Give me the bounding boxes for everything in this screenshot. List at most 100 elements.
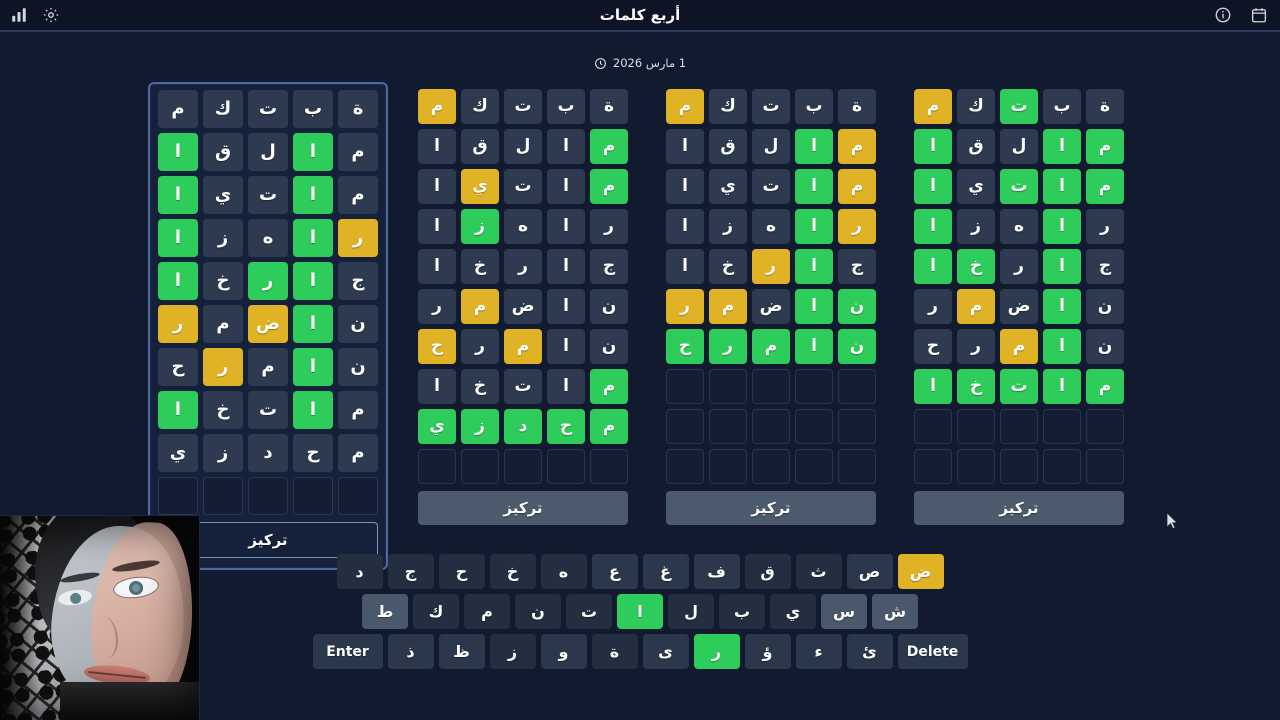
focus-button[interactable]: تركيز (418, 491, 628, 525)
grid-row (666, 449, 876, 484)
key-letter[interactable]: ث (795, 554, 842, 589)
key-letter[interactable]: ع (591, 554, 638, 589)
key-letter[interactable]: و (540, 634, 587, 669)
letter-tile: خ (957, 249, 995, 284)
grid-row (418, 449, 628, 484)
focus-button[interactable]: تركيز (914, 491, 1124, 525)
grid-row (666, 409, 876, 444)
key-letter[interactable]: ط (362, 594, 408, 629)
key-letter[interactable]: ت (566, 594, 612, 629)
letter-tile: ا (914, 249, 952, 284)
letter-tile: ب (1043, 89, 1081, 124)
letter-tile (838, 409, 876, 444)
key-letter[interactable]: ز (489, 634, 536, 669)
header-right-icons (1214, 6, 1268, 24)
letter-tile: ز (203, 434, 243, 472)
key-letter[interactable]: ظ (438, 634, 485, 669)
letter-tile: ه (1000, 209, 1038, 244)
key-letter[interactable]: ب (719, 594, 765, 629)
letter-tile: ر (338, 219, 378, 257)
key-letter[interactable]: س (821, 594, 867, 629)
key-letter[interactable]: ى (642, 634, 689, 669)
mouse-cursor (1166, 512, 1178, 530)
calendar-icon[interactable] (1250, 6, 1268, 24)
key-enter[interactable]: Enter (312, 634, 383, 669)
key-letter[interactable]: ه (540, 554, 587, 589)
key-letter[interactable]: ؤ (744, 634, 791, 669)
key-letter[interactable]: ة (591, 634, 638, 669)
letter-tile (914, 449, 952, 484)
header-left-icons (10, 6, 60, 24)
grid-row (666, 369, 876, 404)
key-letter[interactable]: ي (770, 594, 816, 629)
letter-tile: ة (838, 89, 876, 124)
key-letter[interactable]: ق (744, 554, 791, 589)
key-letter[interactable]: ك (413, 594, 459, 629)
key-letter[interactable]: غ (642, 554, 689, 589)
stats-icon[interactable] (10, 6, 28, 24)
letter-tile (1043, 449, 1081, 484)
key-letter[interactable]: ل (668, 594, 714, 629)
key-letter[interactable]: ذ (387, 634, 434, 669)
webcam-thumbnail[interactable] (0, 515, 200, 720)
letter-tile: ة (338, 90, 378, 128)
key-letter[interactable]: ن (515, 594, 561, 629)
key-letter[interactable]: ر (693, 634, 740, 669)
letter-tile: ا (1043, 129, 1081, 164)
letter-tile: ر (418, 289, 456, 324)
letter-tile: ز (957, 209, 995, 244)
letter-tile: ا (293, 305, 333, 343)
letter-tile: ا (1043, 369, 1081, 404)
key-letter[interactable]: ء (795, 634, 842, 669)
key-letter[interactable]: ص (846, 554, 893, 589)
key-letter[interactable]: ف (693, 554, 740, 589)
gear-icon[interactable] (42, 6, 60, 24)
key-letter[interactable]: د (336, 554, 383, 589)
key-letter[interactable]: ح (438, 554, 485, 589)
key-letter[interactable]: ض (897, 554, 944, 589)
letter-tile: ن (338, 348, 378, 386)
key-delete[interactable]: Delete (897, 634, 968, 669)
letter-tile: ر (158, 305, 198, 343)
key-letter[interactable]: ش (872, 594, 918, 629)
letter-tile: ن (590, 329, 628, 364)
letter-tile: ت (752, 169, 790, 204)
key-letter[interactable]: ج (387, 554, 434, 589)
letter-tile: ل (248, 133, 288, 171)
letter-tile: خ (203, 262, 243, 300)
letter-tile: ي (709, 169, 747, 204)
date-text: 1 مارس 2026 (612, 56, 687, 70)
letter-tile: ي (418, 409, 456, 444)
letter-tile: ج (1086, 249, 1124, 284)
letter-tile: ا (795, 289, 833, 324)
letter-tile: م (838, 129, 876, 164)
key-letter[interactable]: م (464, 594, 510, 629)
letter-tile: ي (461, 169, 499, 204)
key-letter[interactable]: ا (617, 594, 663, 629)
key-letter[interactable]: خ (489, 554, 536, 589)
letter-tile: ا (547, 129, 585, 164)
letter-tile: ج (590, 249, 628, 284)
letter-tile: ن (838, 289, 876, 324)
letter-tile: ا (293, 219, 333, 257)
letter-tile (709, 369, 747, 404)
letter-tile: ا (158, 176, 198, 214)
board[interactable]: ة ب ت ك م م ا ل ق ا م ا ت ي ا ر ا ه ز ا ج ا ر خ ا ن ا ض م ر ن ا م ر ح تركيز (658, 82, 884, 533)
letter-tile (1000, 409, 1038, 444)
key-letter[interactable]: ئ (846, 634, 893, 669)
letter-tile (590, 449, 628, 484)
info-icon[interactable] (1214, 6, 1232, 24)
letter-tile (752, 369, 790, 404)
letter-tile: ا (547, 209, 585, 244)
focus-button[interactable]: تركيز (666, 491, 876, 525)
